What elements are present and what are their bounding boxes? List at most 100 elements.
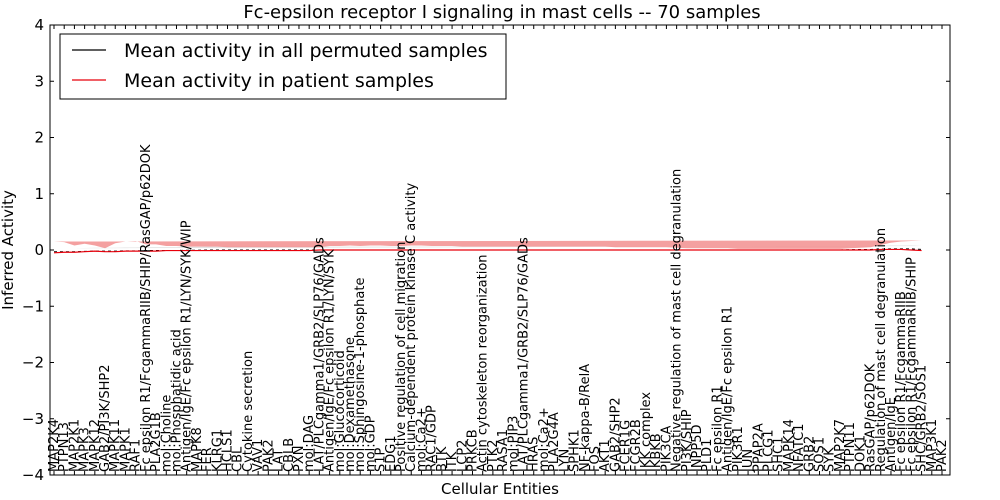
- x-category-label: LYN: [557, 449, 572, 472]
- x-category-label: FCER1G: [619, 420, 634, 472]
- x-category-label: mol:Choline: [159, 395, 174, 472]
- y-axis-label: Inferred Activity: [0, 190, 17, 310]
- x-category-label: LAT/PLCgamma1/GRB2/SLP76/GADs: [312, 237, 327, 472]
- x-category-label: mol:DAG: [302, 415, 317, 472]
- x-category-label: mol:Dexamethasone: [343, 337, 358, 472]
- y-tick-label: 0: [34, 241, 44, 259]
- x-category-label: CBL: [231, 446, 246, 472]
- x-category-label: MAPK3: [78, 427, 93, 472]
- x-category-label: PLD1: [700, 439, 715, 472]
- x-category-label: Regulation of mast cell degranulation: [874, 228, 889, 472]
- x-ticks: [53, 25, 943, 475]
- chart-title: Fc-epsilon receptor I signaling in mast …: [243, 2, 760, 23]
- x-category-label: PLCG1: [761, 429, 776, 472]
- x-category-label: Fc epsilon R1/FcgammaRIIB/SHIP/RasGAP/p6…: [139, 144, 154, 472]
- x-category-label: NF-kappa-B/RelA: [578, 364, 593, 472]
- x-category-label: EDG1: [384, 435, 399, 472]
- legend: Mean activity in all permuted samples Me…: [59, 33, 507, 100]
- x-category-label: mol:PIP3: [506, 416, 521, 472]
- x-category-label: RAC1/GDP: [425, 405, 440, 472]
- x-category-label: PTK2: [486, 439, 501, 472]
- x-category-label: PAK2: [935, 439, 950, 472]
- x-category-label: MAPK11: [108, 419, 123, 472]
- x-category-label: RASA1: [496, 429, 511, 472]
- x-category-label: PLA2G1B: [149, 412, 164, 472]
- x-category-label: SHC1: [772, 437, 787, 472]
- x-category-label: PTPN13: [57, 422, 72, 472]
- x-category-label: AKT1: [598, 439, 613, 472]
- x-category-label: mol:GDP: [363, 415, 378, 472]
- x-category-label: INPP5D: [690, 424, 705, 472]
- series-line-patient: [53, 248, 922, 254]
- x-category-label: PIK3CA: [659, 425, 674, 472]
- x-category-label: PTPN11: [843, 422, 858, 472]
- x-category-label: PLA2G4A: [547, 412, 562, 472]
- x-category-label: Fc epsilon R1/FcgammaRIIB/SHIP: [904, 257, 919, 472]
- y-tick-label: 4: [34, 16, 44, 34]
- x-category-label: S1P: [374, 447, 389, 472]
- x-category-label: MAPK1: [118, 427, 133, 472]
- x-category-label: SOS1: [813, 437, 828, 472]
- x-category-label: IKBKB: [649, 433, 664, 472]
- x-category-label: SYK: [823, 447, 838, 472]
- x-category-label: MAP2K1: [67, 419, 82, 472]
- x-category-label: FCGR2B: [629, 419, 644, 472]
- x-category-label: PAK2: [261, 439, 276, 472]
- x-category-label: RasGAP/p62DOK: [864, 363, 879, 472]
- x-category-label: LAT/PLCgamma1/GRB2/SLP76/GADs: [517, 237, 532, 472]
- x-category-label: KLRG1: [210, 429, 225, 472]
- x-category-label: LAT: [272, 449, 287, 472]
- x-category-label: Antigen/IgE/Fc epsilon R1/LYN/SYK/WIP: [180, 220, 195, 472]
- legend-box: [59, 33, 507, 100]
- y-tick-label: −3: [22, 410, 44, 428]
- y-tick-label: −1: [22, 297, 44, 315]
- x-category-label: MAP2K4: [47, 419, 62, 472]
- x-category-label: CBLB: [282, 438, 297, 472]
- x-category-label: Antigen/IgE: [884, 397, 899, 472]
- x-category-label: MAPK14: [782, 419, 797, 472]
- x-category-label: SHC/GRB2/SOS1: [915, 365, 930, 472]
- x-category-label: Cytokine secretion: [241, 351, 256, 472]
- x-category-label: HCLS1: [221, 429, 236, 472]
- y-tick-label: 1: [34, 185, 44, 203]
- x-category-label: PRKCB: [465, 429, 480, 472]
- x-category-label: mol:Sphingosine-1-phosphate: [353, 278, 368, 472]
- x-category-label: FER: [200, 447, 215, 472]
- x-category-label: MAP3K1: [925, 419, 940, 472]
- x-category-label: VAV1: [251, 439, 266, 472]
- y-tick-label: −4: [22, 466, 44, 484]
- x-category-label: PXN: [292, 446, 307, 472]
- x-category-label: Antigen/IgE/Fc epsilon R1/LYN/SYK: [323, 249, 338, 472]
- x-category-label: RAF1: [129, 439, 144, 472]
- y-ticks: −4 −3 −2 −1 0 1 2 3 4: [22, 16, 950, 484]
- x-category-label: PPAP2A: [751, 423, 766, 472]
- x-category-label: IKK complex: [639, 392, 654, 472]
- x-category-label: PI3K/SHIP: [680, 409, 695, 472]
- x-category-label: MAPK12: [88, 419, 103, 472]
- x-category-label: mol:Glucocorticoid: [333, 350, 348, 472]
- x-category-label: Positive regulation of cell migration: [394, 242, 409, 472]
- x-category-label: mol:Phosphatidic acid: [169, 329, 184, 472]
- x-category-label: Fc epsilon R1/FcgammaRIIB: [894, 291, 909, 472]
- x-category-label: mol:Ca2+: [537, 407, 552, 472]
- x-category-label: DOK1: [853, 435, 868, 472]
- x-category-label: GAB2/SHP2: [608, 397, 623, 472]
- x-category-label: PIK3R1: [731, 426, 746, 472]
- x-category-label: MAPK8: [190, 427, 205, 472]
- patient-band: [54, 240, 922, 249]
- x-axis-label: Cellular Entities: [441, 480, 559, 498]
- x-category-label: NFATC1: [792, 424, 807, 472]
- x-category-label: Antigen/IgE/Fc epsilon R1: [721, 306, 736, 472]
- x-category-label: FOS: [588, 446, 603, 472]
- x-category-label: MAP2K7: [833, 419, 848, 472]
- plot-frame: [49, 24, 951, 476]
- x-category-label: ITK: [445, 451, 460, 472]
- x-category-label: Actin cytoskeleton reorganization: [476, 254, 491, 472]
- x-category-label: GAB2/PI3K/SHP2: [98, 364, 113, 472]
- x-category-label: BTK: [435, 446, 450, 472]
- y-tick-label: 3: [34, 72, 44, 90]
- legend-label-patient: Mean activity in patient samples: [124, 70, 434, 92]
- x-category-label: GRB2: [802, 436, 817, 472]
- x-category-label: Fc epsilon R1: [710, 385, 725, 472]
